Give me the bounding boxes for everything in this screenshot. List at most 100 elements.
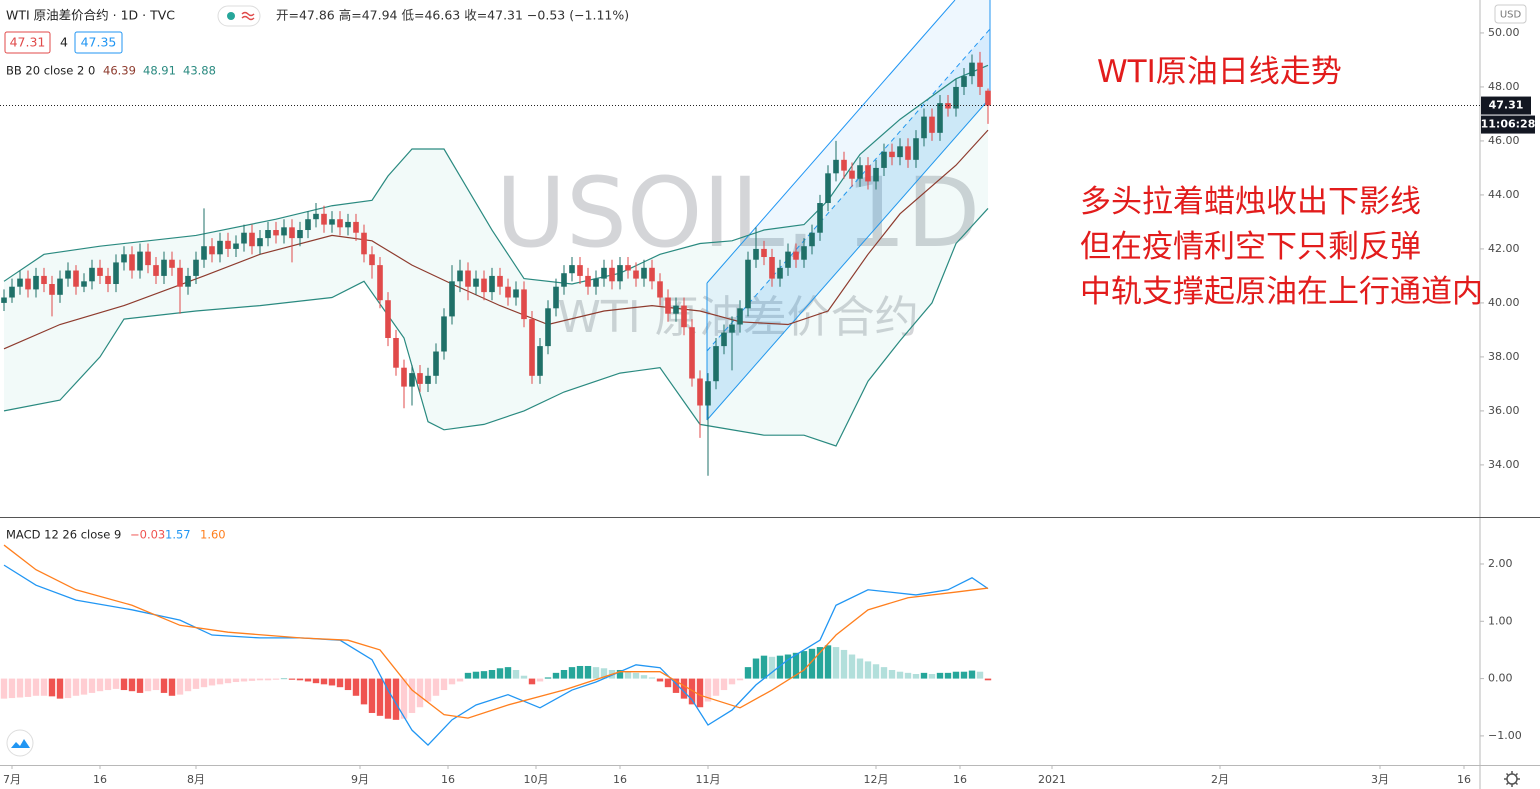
candle-body [233,243,239,249]
x-tick-label: 2月 [1211,773,1229,786]
histogram-bar [312,678,320,684]
candle-body [225,240,231,249]
gear-teeth [1504,771,1520,787]
candle-body [273,230,279,236]
histogram-bar [864,661,872,679]
histogram-bar [144,678,152,692]
histogram-bar [384,678,392,719]
x-tick-label: 16 [953,773,967,786]
candle-body [513,289,519,298]
candle-body [217,240,223,255]
candle-body [73,270,79,287]
candle-body [505,286,511,298]
candle-body [97,267,103,276]
candle-body [393,338,399,368]
histogram-bar [280,678,288,680]
candle-body [769,257,775,279]
candle-body [417,373,423,384]
candle-body [921,116,927,139]
candle-body [241,232,247,244]
candle-body [625,265,631,271]
histogram-bar [488,669,496,679]
histogram-bar [736,678,744,681]
histogram-bar [776,655,784,679]
status-pill[interactable] [217,5,261,27]
candle-body [977,62,983,87]
histogram-bar [632,672,640,679]
candle-body [529,319,535,376]
candle-body [697,378,703,406]
candle-body [113,262,119,285]
histogram-bar [920,672,928,679]
histogram-bar [456,678,464,682]
candle-body [929,116,935,133]
candle-body [369,254,375,266]
histogram-bar [712,678,720,696]
x-tick-label: 9月 [351,773,369,786]
bid-box[interactable] [4,31,51,54]
y-tick-label: 1.00 [1488,614,1513,627]
histogram-bar [64,678,72,699]
candle-body [793,251,799,260]
candle-body [289,227,295,239]
symbol-title: WTI 原油差价合约 · 1D · TVC [6,8,175,23]
candle-body [913,138,919,160]
candle-body [825,173,831,204]
candle-body [9,286,15,298]
histogram-bar [904,672,912,679]
settings-button[interactable] [1504,771,1520,787]
histogram-bar [912,674,920,679]
histogram-bar [72,678,80,696]
candle-body [641,267,647,279]
bid-price: 47.31 [10,35,46,50]
currency-box[interactable] [1494,4,1527,24]
histogram-bar [112,678,120,689]
histogram-bar [896,671,904,679]
status-toggle[interactable] [217,5,261,27]
candle-body [849,170,855,179]
candle-body [409,373,415,387]
histogram-bar [728,678,736,685]
candle-body [377,265,383,301]
histogram-bar [672,678,680,693]
histogram-bar [656,678,664,682]
histogram-bar [664,678,672,688]
candle-body [761,248,767,258]
y-tick-label: 40.00 [1488,296,1520,309]
ohlc: 开=47.86 高=47.94 低=46.63 收=47.31 −0.53 (−… [276,8,629,23]
candle-body [337,219,343,228]
histogram-bar [472,671,480,679]
histogram-bar [688,678,696,705]
ask-box[interactable] [74,31,123,54]
candle-body [25,278,31,290]
candle-body [545,308,551,347]
histogram-bar [624,671,632,679]
histogram-bar [352,678,360,696]
candle-body [353,221,359,233]
y-tick-label: 0.00 [1488,672,1513,685]
candle-body [209,246,215,255]
candle-body [841,159,847,171]
histogram-bar [216,678,224,685]
logo[interactable] [6,729,34,757]
histogram-bar [576,665,584,679]
y-tick-label: 50.00 [1488,26,1520,39]
histogram-bar [584,665,592,679]
candle-body [617,265,623,282]
x-tick-label: 11月 [696,773,721,786]
candle-body [401,367,407,387]
histogram-bar [360,678,368,705]
histogram-bar [888,669,896,679]
histogram-bar [968,670,976,679]
histogram-bar [480,671,488,679]
histogram-bar [440,678,448,691]
macd-value: −0.03 [130,528,165,542]
histogram-bar [800,651,808,679]
candle-body [129,254,135,271]
indicator-value: 43.88 [183,64,216,78]
channel-edge [706,97,991,421]
logo-circle[interactable] [6,729,34,757]
x-tick-label: 2021 [1038,773,1066,786]
histogram-bar [464,672,472,679]
candle-body [249,232,255,247]
